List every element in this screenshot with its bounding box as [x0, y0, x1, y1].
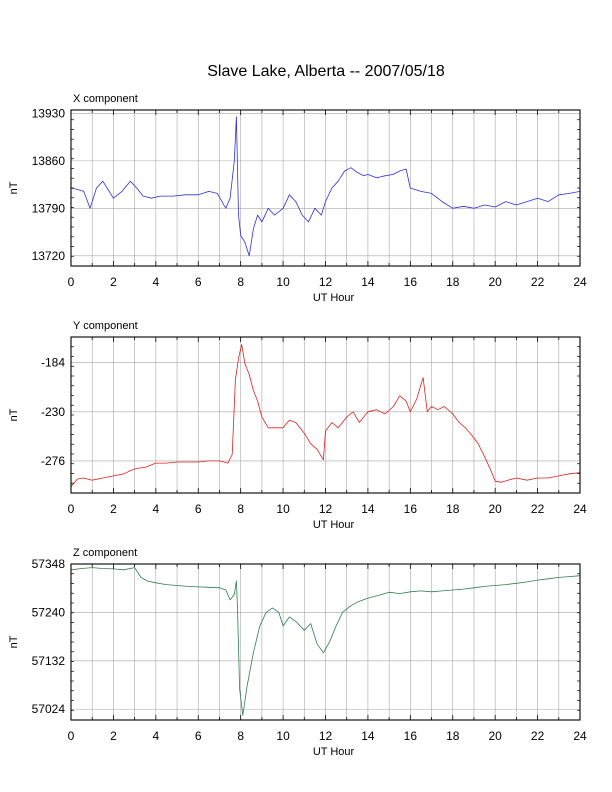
x-tick-label: 24: [573, 502, 587, 516]
x-tick-label: 20: [488, 502, 502, 516]
x-tick-label: 0: [68, 729, 75, 743]
x-tick-label: 16: [404, 729, 418, 743]
x-tick-label: 16: [404, 502, 418, 516]
x-tick-label: 20: [488, 729, 502, 743]
x-axis-label: UT Hour: [313, 292, 355, 304]
x-tick-label: 8: [237, 275, 244, 289]
x-tick-label: 10: [276, 275, 290, 289]
panel-title: Y component: [73, 320, 138, 332]
x-tick-label: 12: [319, 502, 333, 516]
x-tick-label: 8: [237, 502, 244, 516]
y-tick-label: -276: [41, 454, 65, 468]
x-tick-label: 22: [531, 729, 545, 743]
x-tick-label: 14: [361, 729, 375, 743]
y-tick-label: 13790: [32, 201, 66, 215]
x-tick-label: 16: [404, 275, 418, 289]
panel-title: Z component: [73, 547, 137, 559]
y-tick-label: 57348: [32, 557, 66, 571]
x-tick-label: 8: [237, 729, 244, 743]
x-tick-label: 20: [488, 275, 502, 289]
x-tick-label: 14: [361, 502, 375, 516]
x-tick-label: 2: [110, 502, 117, 516]
series-line: [70, 116, 581, 257]
x-tick-label: 0: [68, 502, 75, 516]
y-tick-label: -230: [41, 405, 65, 419]
y-tick-label: 13860: [32, 154, 66, 168]
x-tick-label: 6: [195, 502, 202, 516]
x-tick-label: 24: [573, 729, 587, 743]
y-tick-label: 13720: [32, 249, 66, 263]
y-tick-label: -184: [41, 356, 65, 370]
x-tick-label: 12: [319, 275, 333, 289]
y-tick-label: 57240: [32, 605, 66, 619]
y-axis-label: nT: [8, 408, 20, 421]
x-tick-label: 24: [573, 275, 587, 289]
x-tick-label: 18: [446, 729, 460, 743]
x-tick-label: 10: [276, 502, 290, 516]
x-tick-label: 22: [531, 502, 545, 516]
x-tick-label: 18: [446, 502, 460, 516]
series-line: [70, 567, 581, 716]
x-tick-label: 14: [361, 275, 375, 289]
panel-title: X component: [73, 93, 138, 105]
y-axis-label: nT: [8, 181, 20, 194]
x-tick-label: 2: [110, 729, 117, 743]
y-axis-label: nT: [8, 635, 20, 648]
x-tick-label: 2: [110, 275, 117, 289]
y-tick-label: 57024: [32, 702, 66, 716]
y-tick-label: 13930: [32, 106, 66, 120]
x-axis-label: UT Hour: [313, 746, 355, 758]
series-line: [70, 344, 581, 487]
x-tick-label: 0: [68, 275, 75, 289]
x-tick-label: 6: [195, 275, 202, 289]
x-axis-label: UT Hour: [313, 519, 355, 531]
y-tick-label: 57132: [32, 654, 66, 668]
x-tick-label: 4: [152, 729, 159, 743]
x-tick-label: 22: [531, 275, 545, 289]
x-tick-label: 4: [152, 275, 159, 289]
x-tick-label: 18: [446, 275, 460, 289]
x-tick-label: 4: [152, 502, 159, 516]
x-tick-label: 10: [276, 729, 290, 743]
x-tick-label: 12: [319, 729, 333, 743]
x-tick-label: 6: [195, 729, 202, 743]
figure-title: Slave Lake, Alberta -- 2007/05/18: [207, 63, 445, 80]
